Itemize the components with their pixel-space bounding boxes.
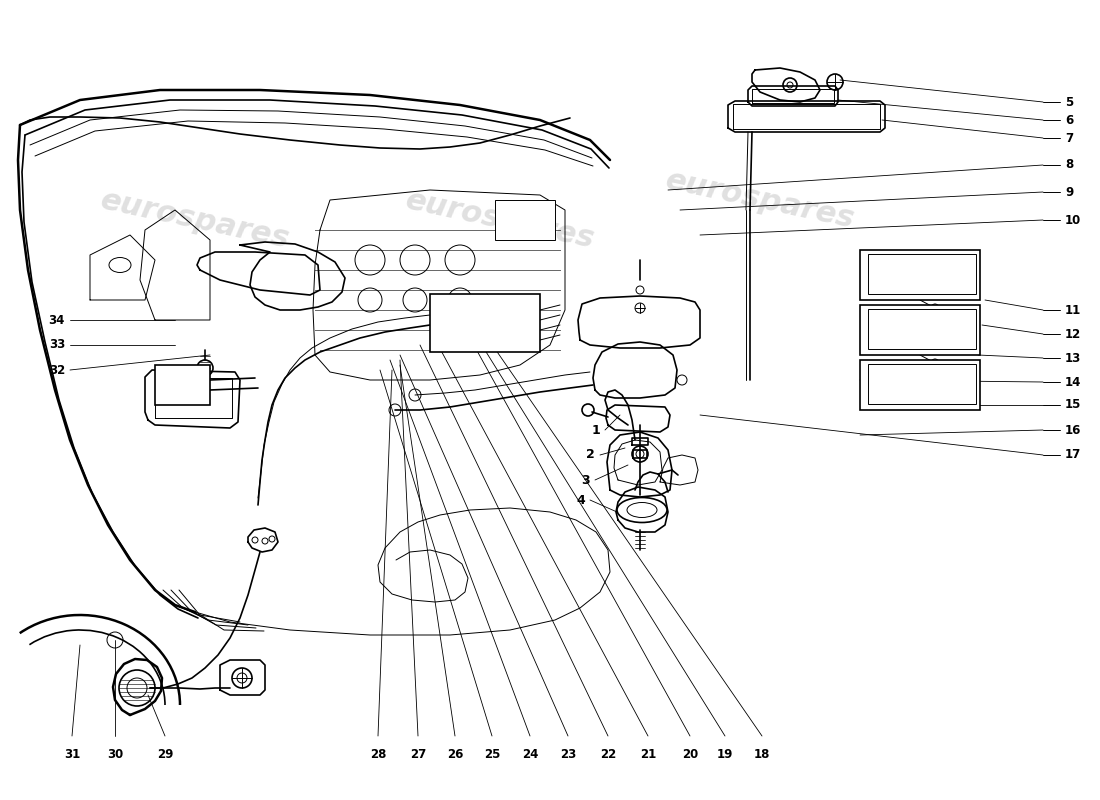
Text: 1: 1 xyxy=(592,423,600,437)
Text: 20: 20 xyxy=(682,748,698,761)
Text: 33: 33 xyxy=(48,338,65,351)
Text: 6: 6 xyxy=(1065,114,1074,126)
Text: 18: 18 xyxy=(754,748,770,761)
Text: 5: 5 xyxy=(1065,95,1074,109)
Text: 26: 26 xyxy=(447,748,463,761)
Text: 28: 28 xyxy=(370,748,386,761)
FancyBboxPatch shape xyxy=(155,365,210,405)
FancyBboxPatch shape xyxy=(868,254,976,294)
Text: 14: 14 xyxy=(1065,375,1081,389)
Ellipse shape xyxy=(109,258,131,273)
Text: eurospares: eurospares xyxy=(98,186,293,254)
Text: 24: 24 xyxy=(521,748,538,761)
Text: 29: 29 xyxy=(157,748,173,761)
Ellipse shape xyxy=(617,498,667,522)
FancyBboxPatch shape xyxy=(868,309,976,349)
Text: 32: 32 xyxy=(48,363,65,377)
FancyBboxPatch shape xyxy=(495,200,556,240)
Text: 19: 19 xyxy=(717,748,734,761)
FancyBboxPatch shape xyxy=(868,364,976,404)
FancyBboxPatch shape xyxy=(430,294,540,352)
Text: 8: 8 xyxy=(1065,158,1074,171)
Text: eurospares: eurospares xyxy=(662,166,857,234)
Text: 12: 12 xyxy=(1065,327,1081,341)
Text: 23: 23 xyxy=(560,748,576,761)
Text: 31: 31 xyxy=(64,748,80,761)
Text: 10: 10 xyxy=(1065,214,1081,226)
Text: 16: 16 xyxy=(1065,423,1081,437)
Text: 9: 9 xyxy=(1065,186,1074,198)
Text: 22: 22 xyxy=(600,748,616,761)
Text: 21: 21 xyxy=(640,748,656,761)
Text: 25: 25 xyxy=(484,748,500,761)
Text: 34: 34 xyxy=(48,314,65,326)
Text: 27: 27 xyxy=(410,748,426,761)
Text: 3: 3 xyxy=(582,474,590,486)
FancyBboxPatch shape xyxy=(860,250,980,300)
Text: 4: 4 xyxy=(576,494,585,506)
FancyBboxPatch shape xyxy=(860,360,980,410)
Text: 7: 7 xyxy=(1065,131,1074,145)
Text: eurospares: eurospares xyxy=(403,186,597,254)
Text: 30: 30 xyxy=(107,748,123,761)
FancyBboxPatch shape xyxy=(860,305,980,355)
Text: 13: 13 xyxy=(1065,351,1081,365)
Text: 17: 17 xyxy=(1065,449,1081,462)
Text: 15: 15 xyxy=(1065,398,1081,411)
Text: 2: 2 xyxy=(586,449,595,462)
Ellipse shape xyxy=(627,502,657,518)
Text: 11: 11 xyxy=(1065,303,1081,317)
